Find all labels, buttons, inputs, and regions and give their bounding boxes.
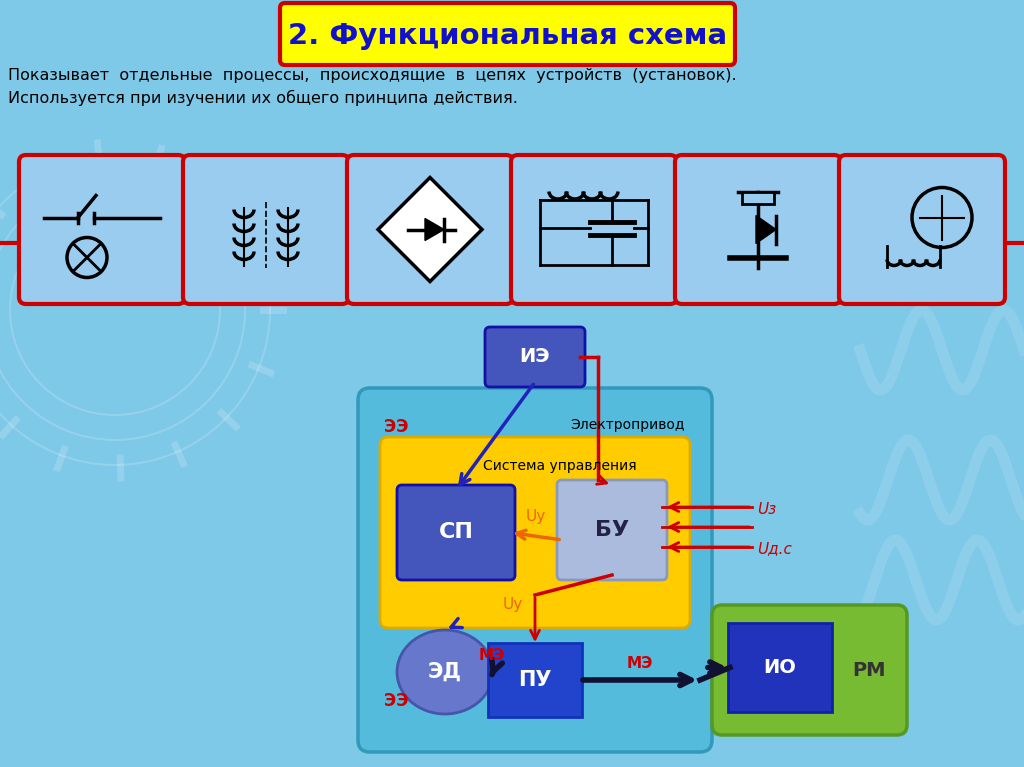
Text: ПУ: ПУ xyxy=(518,670,552,690)
FancyBboxPatch shape xyxy=(675,155,841,304)
FancyBboxPatch shape xyxy=(488,643,582,717)
FancyBboxPatch shape xyxy=(183,155,349,304)
Text: ЭЭ: ЭЭ xyxy=(384,692,409,710)
Text: РМ: РМ xyxy=(852,660,886,680)
Text: СП: СП xyxy=(438,522,473,542)
Text: МЭ: МЭ xyxy=(627,657,653,671)
FancyBboxPatch shape xyxy=(347,155,513,304)
FancyBboxPatch shape xyxy=(358,388,712,752)
Polygon shape xyxy=(378,177,482,281)
FancyBboxPatch shape xyxy=(511,155,677,304)
Text: ИЭ: ИЭ xyxy=(520,347,550,367)
Text: Uз: Uз xyxy=(757,502,776,516)
Text: Система управления: Система управления xyxy=(483,459,637,473)
FancyBboxPatch shape xyxy=(280,3,735,65)
Polygon shape xyxy=(756,216,776,243)
Ellipse shape xyxy=(397,630,493,714)
Text: Показывает  отдельные  процессы,  происходящие  в  цепях  устройств  (установок): Показывает отдельные процессы, происходя… xyxy=(8,68,736,83)
FancyBboxPatch shape xyxy=(742,192,774,203)
Polygon shape xyxy=(425,219,444,241)
FancyBboxPatch shape xyxy=(380,437,690,628)
FancyBboxPatch shape xyxy=(557,480,667,580)
FancyBboxPatch shape xyxy=(397,485,515,580)
Text: Используется при изучении их общего принципа действия.: Используется при изучении их общего прин… xyxy=(8,90,518,106)
Text: ЭД: ЭД xyxy=(428,662,462,682)
Text: ЭЭ: ЭЭ xyxy=(384,418,409,436)
Circle shape xyxy=(67,238,106,278)
FancyBboxPatch shape xyxy=(485,327,585,387)
Text: БУ: БУ xyxy=(595,520,629,540)
Text: Электропривод: Электропривод xyxy=(570,418,685,432)
Circle shape xyxy=(912,187,972,248)
Text: Uy: Uy xyxy=(503,597,523,613)
Text: МЭ: МЭ xyxy=(478,649,505,663)
Text: Uд.с: Uд.с xyxy=(757,542,792,557)
FancyBboxPatch shape xyxy=(839,155,1005,304)
Text: 2. Функциональная схема: 2. Функциональная схема xyxy=(289,22,728,50)
FancyBboxPatch shape xyxy=(712,605,907,735)
FancyBboxPatch shape xyxy=(728,623,831,712)
Text: Uy: Uy xyxy=(526,509,546,524)
FancyBboxPatch shape xyxy=(19,155,185,304)
Text: ИО: ИО xyxy=(764,658,797,677)
